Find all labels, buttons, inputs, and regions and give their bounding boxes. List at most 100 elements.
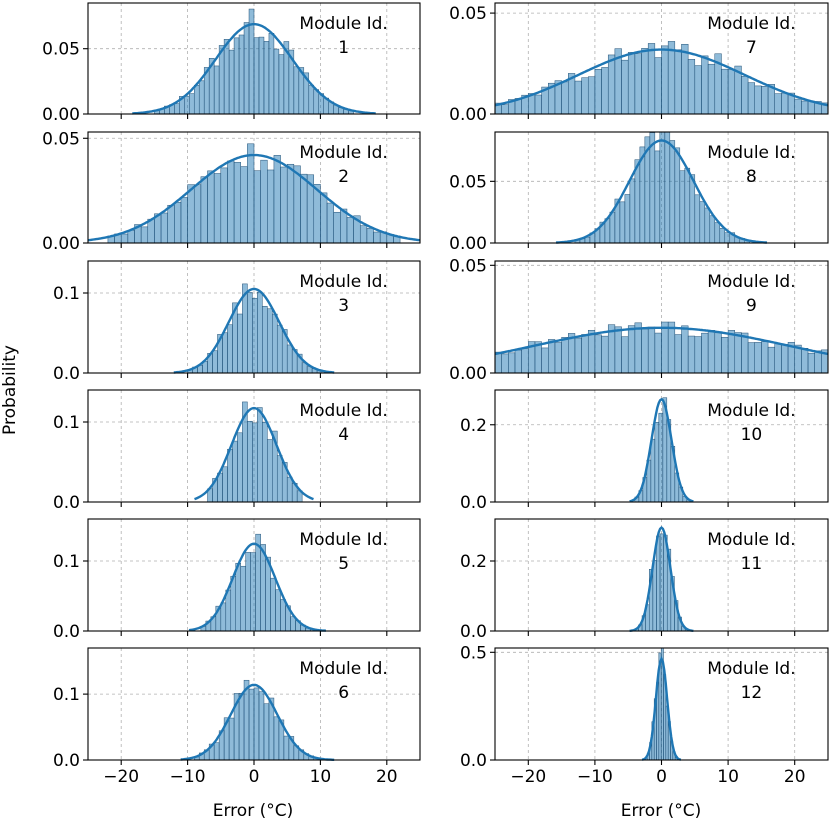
y-tick-label: 0.00 <box>449 234 487 254</box>
histogram-bar <box>801 100 809 115</box>
panel-module-8: 0.00 0.05 Module Id. 8 <box>449 131 829 254</box>
histogram-bar <box>273 48 280 115</box>
histogram-bar <box>320 192 328 244</box>
histogram-bar <box>257 291 263 374</box>
kde-curve <box>494 48 829 107</box>
y-tick-label: 0.0 <box>53 364 80 384</box>
histogram-bar <box>235 562 241 632</box>
module-label-title: Module Id. <box>299 659 387 679</box>
y-tick-label: 0.1 <box>53 284 80 304</box>
histogram-bar <box>232 440 238 503</box>
kde-curve <box>132 23 376 115</box>
x-tick-label: 0 <box>249 767 260 787</box>
y-tick-label: 0.0 <box>460 751 487 771</box>
panel-module-10: 0.0 0.2 Module Id. 10 <box>460 389 829 513</box>
histogram-bar <box>627 52 636 115</box>
histogram-bar <box>594 334 602 374</box>
panel-module-7: 0.00 0.05 Module Id. 7 <box>449 2 829 125</box>
histogram-bar <box>669 140 676 244</box>
histogram-bar <box>652 560 657 632</box>
histogram-bar <box>707 330 716 374</box>
histogram-bar <box>687 335 696 374</box>
histogram-bar <box>267 308 273 374</box>
histogram-bar <box>734 332 742 374</box>
histogram-bar <box>641 48 649 115</box>
histogram-bar <box>761 86 769 115</box>
histogram-bar <box>621 336 629 374</box>
y-tick-label: 0.1 <box>53 552 80 572</box>
histogram-bar <box>223 39 230 115</box>
y-tick-label: 0.2 <box>460 416 487 436</box>
histogram-bar <box>541 347 549 374</box>
histogram-bar <box>286 163 295 244</box>
histogram-bar <box>621 59 629 115</box>
histogram-bar <box>667 321 676 374</box>
histogram-bar <box>781 344 789 374</box>
histogram-bar <box>333 211 341 244</box>
module-label-title: Module Id. <box>299 530 387 550</box>
histogram-bar <box>649 132 656 244</box>
histogram-bar <box>120 233 129 244</box>
y-tick-label: 0.1 <box>53 413 80 433</box>
histogram-bar <box>654 150 661 244</box>
histogram-bar <box>574 337 582 374</box>
histogram-bar <box>654 57 662 115</box>
panel-module-1: 0.00 0.05 Module Id. 1 <box>42 2 421 125</box>
module-label-number: 11 <box>741 554 763 574</box>
histogram-bar <box>220 167 228 244</box>
histogram-bar <box>227 448 233 503</box>
histogram-bar <box>689 174 696 244</box>
kde-curve <box>173 287 335 374</box>
histogram-bar <box>634 322 642 374</box>
y-axis-label: Probability <box>0 345 20 435</box>
histogram-bar <box>346 217 354 244</box>
histogram-bar <box>260 544 266 632</box>
histogram-bar <box>807 352 815 374</box>
histogram-bar <box>227 160 235 244</box>
x-tick-label: −10 <box>170 767 206 787</box>
histogram-bar <box>727 69 736 115</box>
panel-module-4: 0.0 0.1 Module Id. 4 <box>53 389 421 513</box>
histogram-bar <box>252 422 258 503</box>
y-tick-label: 0.05 <box>449 4 487 24</box>
x-tick-label: 20 <box>784 767 806 787</box>
panel-module-11: 0.0 0.2 Module Id. 11 <box>460 518 829 642</box>
histogram-bar <box>222 466 228 503</box>
histogram-bar <box>694 65 702 115</box>
histogram-bar <box>247 292 253 374</box>
x-tick-label: 20 <box>376 767 398 787</box>
histogram-bar <box>283 735 290 761</box>
histogram-bar <box>262 305 268 374</box>
histogram-bar <box>160 212 168 244</box>
histogram-bar <box>574 80 582 115</box>
histogram-bar <box>664 131 671 244</box>
histogram-bar <box>222 332 228 374</box>
histogram-bar <box>774 93 782 115</box>
y-tick-label: 0.2 <box>460 552 487 572</box>
histogram-bar <box>581 77 589 115</box>
histogram-bar <box>228 717 235 761</box>
histogram-bar <box>634 53 642 115</box>
histogram-bar <box>704 207 711 244</box>
histogram-bar <box>237 432 243 503</box>
histogram-bar <box>276 324 283 374</box>
histogram-bar <box>265 556 271 632</box>
histogram-bar <box>258 36 265 115</box>
histogram-bar <box>724 232 731 244</box>
histogram-bar <box>273 716 280 761</box>
histogram-bar <box>650 438 656 503</box>
histogram-bar <box>225 589 232 632</box>
histogram-bar <box>747 342 755 374</box>
histogram-bar <box>561 81 569 115</box>
x-axis-label-left: Error (°C) <box>213 801 293 821</box>
x-tick-label: −10 <box>577 767 613 787</box>
module-label-title: Module Id. <box>707 143 795 163</box>
histogram-bar <box>709 215 716 244</box>
histogram-bar <box>754 85 762 115</box>
histogram-bar <box>581 334 589 374</box>
histogram-bar <box>140 226 149 244</box>
histogram-bar <box>661 321 669 374</box>
histogram-bar <box>658 412 664 503</box>
y-tick-label: 0.0 <box>460 622 487 642</box>
